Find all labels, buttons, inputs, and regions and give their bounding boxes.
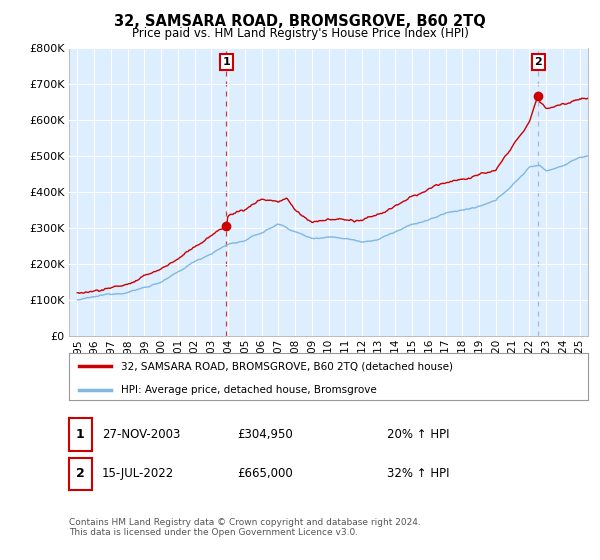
Text: 2: 2 — [535, 57, 542, 67]
Text: 32% ↑ HPI: 32% ↑ HPI — [387, 467, 449, 480]
Text: 15-JUL-2022: 15-JUL-2022 — [102, 467, 174, 480]
Text: £665,000: £665,000 — [237, 467, 293, 480]
Text: 1: 1 — [223, 57, 230, 67]
Text: 27-NOV-2003: 27-NOV-2003 — [102, 428, 181, 441]
Text: 2: 2 — [76, 467, 85, 480]
Text: 32, SAMSARA ROAD, BROMSGROVE, B60 2TQ: 32, SAMSARA ROAD, BROMSGROVE, B60 2TQ — [114, 14, 486, 29]
Text: HPI: Average price, detached house, Bromsgrove: HPI: Average price, detached house, Brom… — [121, 385, 377, 395]
Text: Contains HM Land Registry data © Crown copyright and database right 2024.
This d: Contains HM Land Registry data © Crown c… — [69, 518, 421, 538]
Text: 32, SAMSARA ROAD, BROMSGROVE, B60 2TQ (detached house): 32, SAMSARA ROAD, BROMSGROVE, B60 2TQ (d… — [121, 361, 453, 371]
Text: £304,950: £304,950 — [237, 428, 293, 441]
Text: Price paid vs. HM Land Registry's House Price Index (HPI): Price paid vs. HM Land Registry's House … — [131, 27, 469, 40]
Text: 20% ↑ HPI: 20% ↑ HPI — [387, 428, 449, 441]
Text: 1: 1 — [76, 428, 85, 441]
